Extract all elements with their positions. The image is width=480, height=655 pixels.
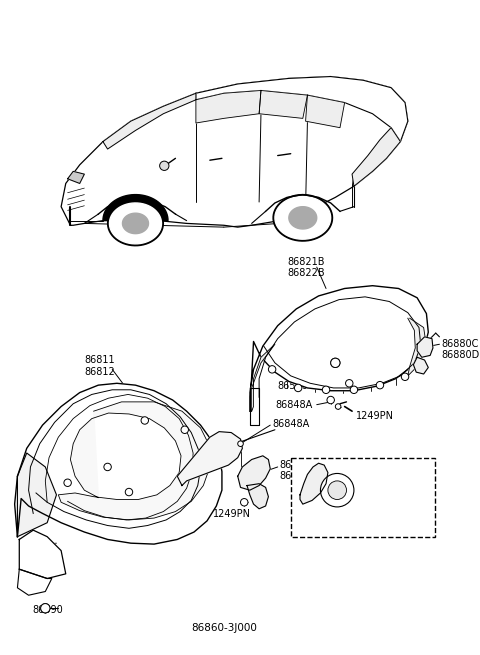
Polygon shape: [109, 203, 161, 244]
Text: 86848A: 86848A: [275, 400, 312, 410]
Circle shape: [331, 358, 340, 367]
Text: 86590: 86590: [32, 605, 63, 614]
Circle shape: [336, 403, 341, 409]
Circle shape: [268, 365, 276, 373]
Circle shape: [141, 417, 148, 424]
Polygon shape: [103, 93, 196, 149]
Polygon shape: [408, 318, 426, 376]
Text: 86821B
86822B: 86821B 86822B: [287, 257, 324, 278]
Polygon shape: [19, 530, 66, 578]
Polygon shape: [417, 337, 433, 357]
Circle shape: [104, 463, 111, 471]
Text: (W/STEP-SIDE): (W/STEP-SIDE): [296, 460, 367, 470]
Circle shape: [64, 479, 72, 487]
Polygon shape: [300, 463, 328, 504]
Circle shape: [346, 380, 353, 387]
Circle shape: [240, 498, 248, 506]
Polygon shape: [17, 453, 57, 536]
Polygon shape: [196, 90, 261, 123]
Polygon shape: [413, 357, 428, 374]
Polygon shape: [306, 95, 345, 128]
Circle shape: [321, 474, 354, 507]
Text: 86831
86832: 86831 86832: [350, 482, 381, 504]
Circle shape: [327, 396, 335, 403]
Bar: [291, 458, 435, 536]
Polygon shape: [61, 77, 408, 227]
Polygon shape: [289, 207, 317, 229]
Polygon shape: [252, 345, 275, 411]
Text: 1249PN: 1249PN: [213, 509, 251, 519]
Polygon shape: [108, 201, 163, 246]
Text: 84145A: 84145A: [278, 359, 315, 369]
Polygon shape: [275, 196, 331, 239]
Circle shape: [322, 386, 330, 394]
Circle shape: [331, 358, 340, 367]
Circle shape: [294, 384, 302, 392]
Circle shape: [328, 481, 347, 500]
Polygon shape: [68, 172, 84, 183]
Polygon shape: [250, 286, 428, 411]
Circle shape: [238, 441, 243, 447]
Text: 86590: 86590: [278, 381, 309, 390]
Polygon shape: [59, 402, 210, 520]
Circle shape: [160, 161, 169, 170]
Polygon shape: [259, 90, 308, 119]
Text: 86811
86812: 86811 86812: [84, 356, 115, 377]
Text: 86860-3J000: 86860-3J000: [191, 623, 257, 633]
Text: 1249PN: 1249PN: [356, 411, 394, 421]
Polygon shape: [196, 77, 408, 141]
Circle shape: [41, 604, 50, 613]
Polygon shape: [17, 569, 52, 595]
Circle shape: [401, 373, 409, 381]
Text: 86831
86832: 86831 86832: [279, 460, 310, 481]
Circle shape: [125, 489, 132, 496]
Polygon shape: [103, 195, 168, 221]
Text: 86848A: 86848A: [272, 419, 310, 428]
Text: 86825C: 86825C: [84, 481, 122, 491]
Polygon shape: [273, 195, 333, 241]
Polygon shape: [247, 483, 268, 509]
Polygon shape: [250, 388, 259, 425]
Circle shape: [376, 381, 384, 389]
Polygon shape: [352, 128, 400, 186]
Polygon shape: [122, 213, 148, 234]
Circle shape: [350, 386, 358, 394]
Polygon shape: [238, 456, 270, 490]
Polygon shape: [177, 432, 242, 485]
Polygon shape: [14, 383, 222, 544]
Circle shape: [181, 426, 189, 434]
Circle shape: [41, 604, 50, 613]
Text: 86880C
86880D: 86880C 86880D: [441, 339, 480, 360]
